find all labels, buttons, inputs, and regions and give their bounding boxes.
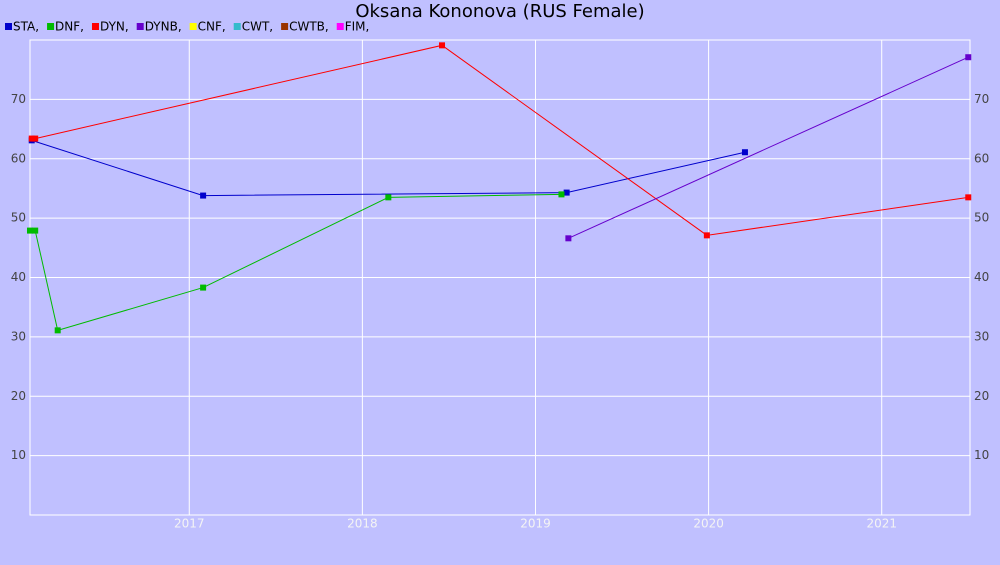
x-tick-label: 2017	[174, 517, 205, 531]
y2-tick-label: 70	[974, 92, 989, 106]
y-tick-label: 20	[11, 389, 26, 403]
data-point	[28, 135, 35, 142]
data-point	[27, 227, 33, 234]
legend-label: FIM,	[345, 20, 370, 34]
data-point	[565, 235, 572, 242]
legend-label: CNF,	[198, 20, 226, 34]
legend-swatch	[281, 23, 289, 30]
data-point	[558, 191, 565, 198]
x-tick-label: 2018	[347, 517, 378, 531]
y-tick-label: 40	[11, 270, 26, 284]
legend-swatch	[233, 23, 241, 30]
x-tick-label: 2021	[866, 517, 897, 531]
x-tick-label: 2020	[693, 517, 724, 531]
y-tick-label: 50	[11, 211, 26, 225]
legend-label: DYNB,	[145, 20, 182, 34]
series-line	[31, 139, 746, 197]
data-point	[965, 54, 972, 61]
y2-tick-label: 30	[974, 329, 989, 343]
y-tick-label: 70	[11, 92, 26, 106]
data-point	[439, 42, 446, 49]
legend-swatch	[136, 23, 144, 30]
legend-swatch	[336, 23, 344, 30]
data-point	[200, 192, 207, 199]
chart-title: Oksana Kononova (RUS Female)	[355, 1, 644, 22]
y2-tick-label: 60	[974, 151, 989, 165]
series-line	[568, 56, 969, 239]
data-point	[965, 194, 972, 201]
y2-tick-label: 40	[974, 270, 989, 284]
legend-label: DNF,	[55, 20, 84, 34]
y-tick-label: 10	[11, 448, 26, 462]
data-point	[741, 149, 748, 156]
legend-label: STA,	[13, 20, 39, 34]
y2-tick-label: 20	[974, 389, 989, 403]
y2-tick-label: 50	[974, 211, 989, 225]
data-point	[32, 227, 39, 234]
y2-tick-label: 10	[974, 448, 989, 462]
data-point	[563, 189, 570, 196]
legend-label: DYN,	[100, 20, 129, 34]
y-tick-label: 30	[11, 329, 26, 343]
data-point	[54, 327, 61, 334]
legend-swatch	[189, 23, 197, 30]
legend-swatch	[47, 23, 55, 30]
data-point	[385, 194, 392, 201]
data-point	[703, 232, 710, 239]
x-tick-label: 2019	[520, 517, 551, 531]
legend-swatch	[91, 23, 99, 30]
legend-label: CWT,	[242, 20, 273, 34]
legend-swatch	[5, 23, 12, 30]
y-tick-label: 60	[11, 151, 26, 165]
legend-label: CWTB,	[289, 20, 329, 34]
data-point	[32, 135, 39, 142]
data-point	[200, 284, 207, 291]
